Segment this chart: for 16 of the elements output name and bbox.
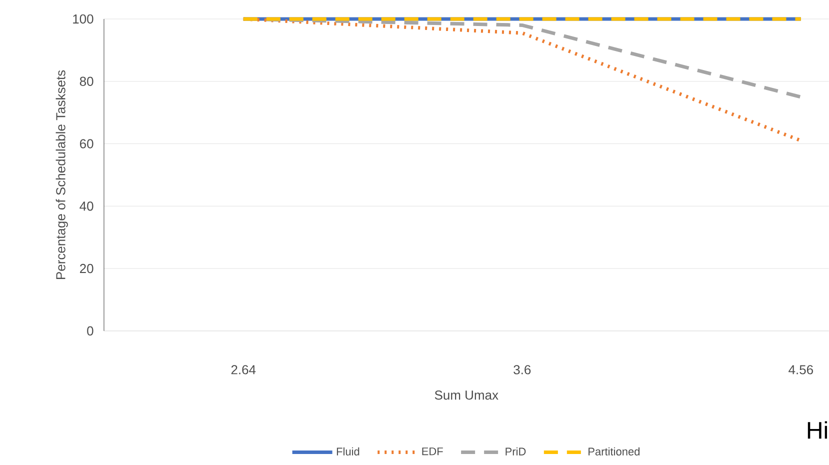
legend-label: PriD (506, 447, 526, 456)
text: Hi (808, 421, 827, 439)
y-tick-label: 40 (80, 202, 94, 211)
y-axis-title: Percentage of Schedulable Tasksets (56, 70, 68, 280)
legend-label: EDF (422, 448, 443, 456)
y-tick-label: 0 (87, 326, 94, 336)
y-tick-label: 60 (80, 139, 94, 148)
x-tick-label: 4.56 (788, 365, 813, 374)
x-axis-title: Sum Umax (434, 390, 498, 400)
y-tick-label: 20 (80, 264, 94, 274)
x-tick-label: 2.64 (231, 365, 256, 374)
legend-label: Fluid (336, 447, 360, 456)
y-tick-label: 80 (80, 76, 94, 86)
x-tick-label: 3.6 (514, 365, 531, 374)
y-tick-label: 100 (73, 14, 94, 24)
legend-label: Partitioned (588, 447, 640, 456)
